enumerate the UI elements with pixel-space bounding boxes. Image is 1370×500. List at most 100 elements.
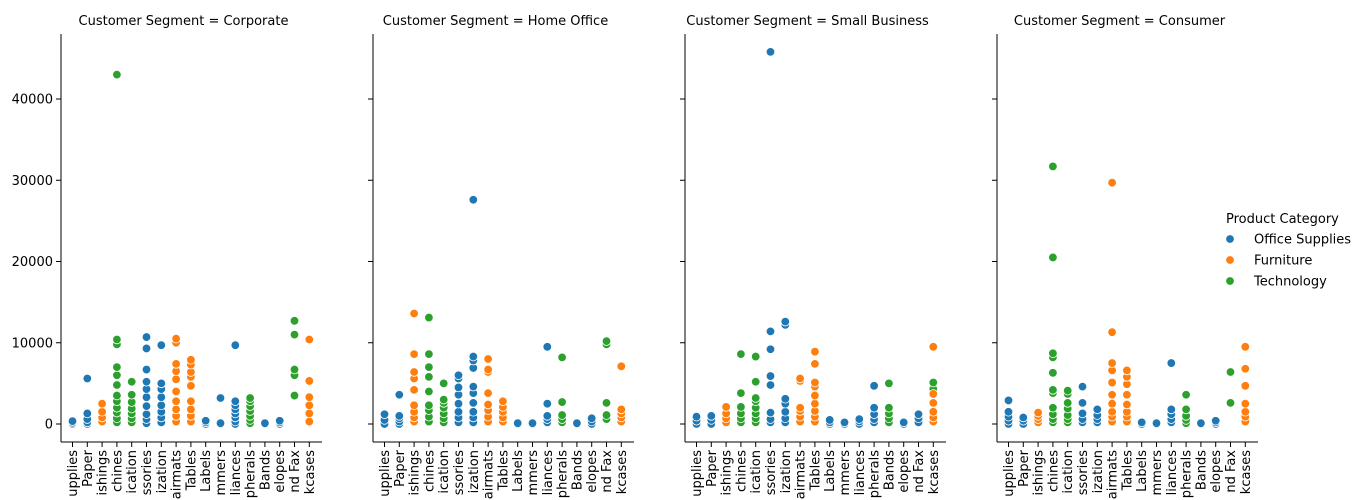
data-point xyxy=(468,381,479,392)
data-point xyxy=(230,340,241,350)
data-point xyxy=(483,388,493,398)
data-point xyxy=(424,312,434,323)
data-point xyxy=(601,336,612,346)
data-point xyxy=(780,407,791,417)
data-point xyxy=(1107,390,1117,400)
x-tick-label: liances xyxy=(229,450,244,496)
data-point xyxy=(1107,377,1117,388)
data-point xyxy=(513,418,523,428)
y-tick-label: 10000 xyxy=(12,336,53,351)
x-tick-label: ishings xyxy=(1032,450,1047,496)
data-point xyxy=(126,390,137,400)
data-point xyxy=(112,370,122,380)
legend-marker xyxy=(1225,255,1235,265)
data-point xyxy=(394,411,405,421)
x-tick-label: airmats xyxy=(794,450,809,499)
data-point xyxy=(1003,395,1014,406)
data-point xyxy=(1062,385,1073,396)
data-point xyxy=(483,364,493,375)
data-point xyxy=(1048,252,1058,263)
data-point xyxy=(289,390,300,401)
data-point xyxy=(424,372,434,382)
x-tick-label: upplies xyxy=(66,450,81,497)
x-tick-label: upplies xyxy=(1002,450,1017,497)
data-point xyxy=(691,411,702,422)
x-tick-label: ication xyxy=(1061,450,1076,494)
data-point xyxy=(453,382,464,393)
x-tick-label: Paper xyxy=(1017,449,1032,486)
data-point xyxy=(825,415,835,425)
data-point xyxy=(156,400,167,411)
data-point xyxy=(542,411,553,421)
x-tick-label: ization xyxy=(1091,450,1106,493)
data-point xyxy=(112,362,122,372)
panel-title: Customer Segment = Home Office xyxy=(383,14,608,29)
x-tick-label: Paper xyxy=(705,449,720,486)
x-tick-label: Paper xyxy=(81,449,96,486)
data-point xyxy=(439,378,449,389)
data-point xyxy=(810,390,820,401)
data-point xyxy=(572,418,582,428)
data-point xyxy=(439,394,449,405)
data-point xyxy=(601,398,612,408)
x-tick-label: elopes xyxy=(585,450,600,493)
x-tick-label: pherals xyxy=(244,450,259,498)
data-point xyxy=(156,378,167,389)
data-point xyxy=(1107,407,1117,417)
data-point xyxy=(1122,399,1132,410)
data-point xyxy=(869,403,879,413)
x-tick-label: liances xyxy=(1165,450,1180,496)
data-point xyxy=(97,398,107,409)
data-point xyxy=(409,308,419,319)
x-tick-label: pherals xyxy=(868,450,883,498)
data-point xyxy=(1048,348,1058,359)
x-tick-label: ization xyxy=(779,450,794,493)
data-point xyxy=(795,403,805,413)
data-point xyxy=(304,334,315,345)
data-point xyxy=(1107,358,1117,368)
data-point xyxy=(171,404,181,415)
y-tick-label: 30000 xyxy=(12,174,53,189)
data-point xyxy=(616,404,627,415)
data-point xyxy=(141,409,152,419)
x-tick-label: elopes xyxy=(1209,450,1224,493)
data-point xyxy=(810,346,820,357)
data-point xyxy=(839,417,850,428)
data-point xyxy=(765,371,776,381)
data-point xyxy=(1240,364,1251,374)
data-point xyxy=(542,398,553,409)
x-tick-label: ishings xyxy=(96,450,111,496)
data-point xyxy=(126,377,137,387)
data-point xyxy=(1048,385,1058,395)
x-tick-label: Tables xyxy=(1120,450,1135,492)
data-point xyxy=(245,393,255,403)
x-tick-label: kcases xyxy=(1239,450,1254,494)
data-point xyxy=(1225,367,1236,377)
data-point xyxy=(736,402,746,412)
data-point xyxy=(468,195,479,205)
data-point xyxy=(289,364,300,375)
x-tick-label: Tables xyxy=(496,450,511,492)
data-point xyxy=(156,392,167,402)
data-point xyxy=(765,326,776,337)
data-point xyxy=(810,359,820,369)
data-point xyxy=(304,416,315,427)
data-point xyxy=(453,370,464,380)
data-point xyxy=(1181,390,1191,400)
legend-title: Product Category xyxy=(1226,212,1339,227)
facet-panel-home-office: Customer Segment = Home Office upplies Pap… xyxy=(368,14,634,499)
data-point xyxy=(304,392,315,402)
data-point xyxy=(765,407,776,418)
x-tick-label: Labels xyxy=(1135,450,1150,492)
data-point xyxy=(141,364,152,375)
data-point xyxy=(1048,161,1058,172)
data-point xyxy=(171,386,181,397)
data-point xyxy=(409,349,419,359)
data-point xyxy=(1166,358,1177,368)
data-point xyxy=(498,396,508,406)
data-point xyxy=(795,373,805,384)
data-point xyxy=(304,408,315,419)
legend-label: Office Supplies xyxy=(1254,233,1351,248)
data-point xyxy=(186,355,196,365)
